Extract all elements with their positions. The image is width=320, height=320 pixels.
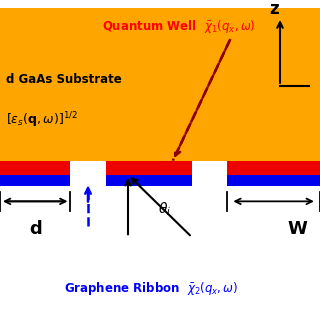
Text: W: W [288, 220, 308, 238]
Text: Quantum Well  $\bar{\chi}_1(q_x, \omega)$: Quantum Well $\bar{\chi}_1(q_x, \omega)$ [102, 18, 256, 35]
Bar [0, 8, 320, 173]
Bar [106, 175, 192, 186]
Bar [192, 161, 227, 175]
Text: z: z [269, 0, 278, 18]
Bar [70, 175, 106, 186]
Bar [227, 175, 320, 186]
Text: d: d [29, 220, 42, 238]
Text: $\theta_i$: $\theta_i$ [158, 200, 172, 218]
Text: d GaAs Substrate: d GaAs Substrate [6, 73, 122, 86]
Bar [192, 175, 227, 186]
Bar [0, 161, 320, 175]
Text: Graphene Ribbon  $\bar{\chi}_2(q_x, \omega)$: Graphene Ribbon $\bar{\chi}_2(q_x, \omeg… [64, 280, 238, 297]
Text: $[\varepsilon_s(\mathbf{q}, \omega)]^{1/2}$: $[\varepsilon_s(\mathbf{q}, \omega)]^{1/… [6, 110, 78, 130]
Bar [0, 175, 70, 186]
Bar [70, 161, 106, 175]
